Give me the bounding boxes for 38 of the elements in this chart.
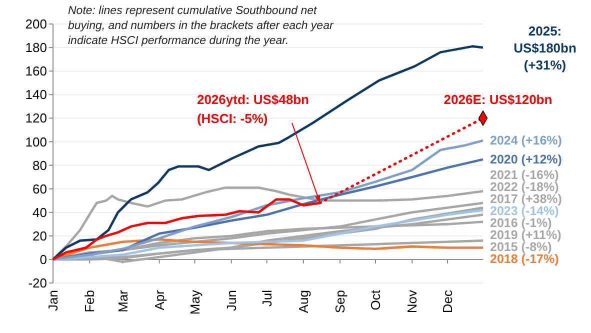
- y-tick-label: 140: [25, 87, 47, 102]
- y-tick-label: 200: [25, 16, 47, 32]
- text: 2025: US$180bn (+31%): [514, 24, 576, 73]
- y-tick-label: 80: [32, 158, 47, 173]
- series-label: 2018 (-17%): [490, 252, 559, 266]
- x-tick-label: Jul: [259, 290, 274, 307]
- y-tick-label: 160: [25, 64, 47, 79]
- series-label: 2021 (-16%): [490, 168, 559, 182]
- x-tick-label: Dec: [440, 290, 456, 314]
- x-tick-label: Jan: [46, 290, 61, 311]
- series-label: 2022 (-18%): [490, 180, 559, 194]
- x-tick-label: Feb: [82, 290, 98, 312]
- y-tick-label: 20: [32, 228, 47, 244]
- y-tick-label: 100: [25, 134, 47, 150]
- series-label: 2024 (+16%): [490, 134, 562, 148]
- annotation: 2026ytd: US$48bn (HSCI: -5%): [196, 92, 310, 126]
- series-label: 2020 (+12%): [490, 152, 562, 166]
- x-tick-label: Sep: [332, 290, 348, 314]
- y-tick-label: 180: [25, 40, 47, 56]
- x-tick-label: Mar: [115, 289, 130, 312]
- x-tick-label: Jun: [224, 290, 239, 311]
- y-tick-label: 60: [32, 181, 47, 196]
- series-label: 2023 (-14%): [490, 204, 559, 218]
- x-tick-label: May: [187, 290, 202, 315]
- y-tick-label: 0: [40, 252, 47, 268]
- series-label: 2016 (-1%): [490, 216, 552, 230]
- x-tick-label: Apr: [152, 289, 167, 310]
- annotation: Note: lines represent cumulative Southbound net buying, and numbers in the brackets after each year indicate HSCI performance during the year.: [68, 5, 334, 47]
- series-label: 2017 (+38%): [490, 192, 562, 206]
- series-label: 2026E: US$120bn: [444, 92, 552, 108]
- x-tick-label: Oct: [368, 290, 384, 310]
- series-label: 2015 (-8%): [490, 240, 552, 254]
- series-label: 2019 (+11%): [490, 228, 562, 242]
- y-tick-label: 120: [25, 110, 47, 126]
- x-tick-label: Nov: [404, 290, 420, 314]
- y-tick-label: -20: [28, 276, 47, 291]
- y-tick-label: 40: [32, 204, 47, 220]
- x-tick-label: Aug: [296, 290, 311, 314]
